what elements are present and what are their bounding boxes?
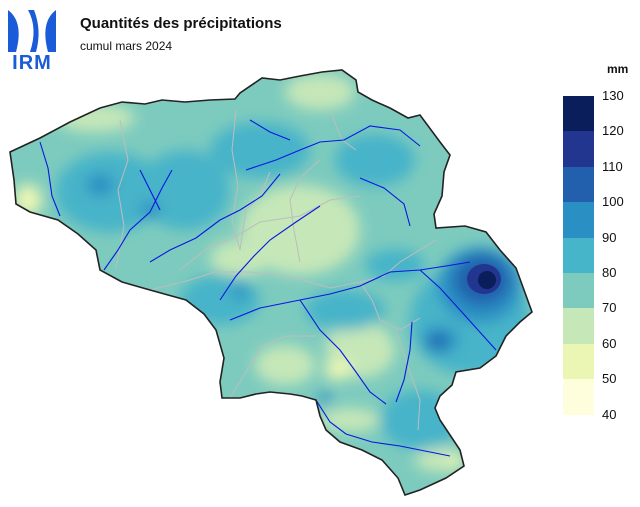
legend-label: 50 — [602, 371, 617, 387]
legend-label: 40 — [602, 406, 617, 422]
precipitation-map — [9, 69, 533, 496]
legend-swatch — [563, 202, 594, 238]
irm-logo-icon — [8, 10, 56, 52]
rivers — [39, 119, 497, 457]
legend-swatch — [563, 343, 594, 380]
legend-swatch — [563, 308, 594, 344]
legend-swatch — [563, 131, 594, 167]
province-borders — [115, 109, 437, 431]
legend-swatch — [563, 237, 594, 273]
legend-label: 120 — [602, 123, 624, 139]
map-title: Quantités des précipitations — [80, 15, 282, 32]
legend-label: 130 — [602, 88, 624, 103]
legend-label: 110 — [602, 158, 623, 174]
legend-label: 60 — [602, 335, 617, 351]
irm-logo — [6, 8, 58, 72]
legend-label: 90 — [602, 229, 617, 245]
legend-label: 80 — [602, 265, 617, 280]
map-subtitle: cumul mars 2024 — [80, 39, 173, 53]
legend-swatch — [563, 272, 594, 309]
legend-swatch — [563, 379, 594, 415]
legend-label: 100 — [602, 194, 624, 210]
irm-logo-text: IRM — [12, 52, 52, 74]
legend-label: 70 — [602, 300, 617, 316]
precipitation-fill — [10, 70, 532, 495]
legend-unit: mm — [607, 62, 629, 76]
legend-swatch — [563, 96, 594, 132]
legend-swatch — [563, 166, 594, 203]
legend-colorbar — [563, 96, 594, 415]
